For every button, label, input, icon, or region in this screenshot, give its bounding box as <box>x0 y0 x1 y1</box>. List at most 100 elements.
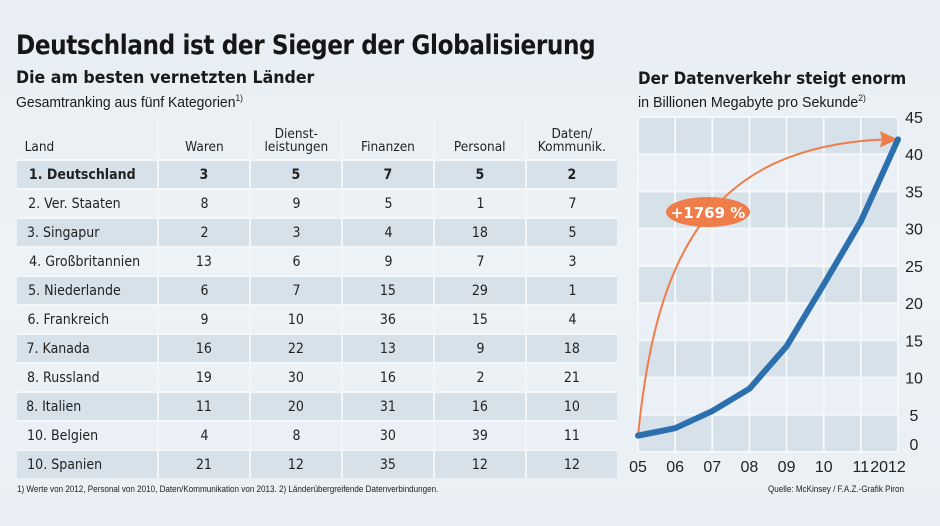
cell-value: 8 <box>199 195 209 212</box>
rank-cell: 11 <box>525 420 617 450</box>
rank-cell: 20 <box>249 391 342 421</box>
rank-cell: 18 <box>525 333 617 363</box>
rank-cell: 5 <box>341 188 434 218</box>
rank-cell: 7 <box>433 246 526 276</box>
cell-value: 8. Russland <box>27 369 100 386</box>
cell-value: 3 <box>291 224 301 241</box>
x-tick-label: 2012 <box>870 459 906 476</box>
growth-badge-label: +1769 % <box>671 204 746 222</box>
column-header: Waren <box>157 118 250 160</box>
footnote-ref: 1) <box>235 93 243 103</box>
rank-cell: 13 <box>341 333 434 363</box>
cell-value: 39 <box>471 427 489 444</box>
rank-cell: 8 <box>249 420 342 450</box>
country-cell: 10. Spanien <box>17 449 158 478</box>
chart-subtitle-text: in Billionen Megabyte pro Sekunde <box>638 94 859 111</box>
rank-cell: 6 <box>157 275 250 305</box>
rank-cell: 5 <box>433 159 526 189</box>
rank-cell: 8 <box>157 188 250 218</box>
cell-value: 21 <box>563 369 581 386</box>
table-row: 3. Singapur 2 3 4 18 5 <box>17 217 617 247</box>
rank-cell: 7 <box>341 159 434 189</box>
x-tick-label: 08 <box>741 459 759 476</box>
rank-cell: 1 <box>433 188 526 218</box>
rank-cell: 16 <box>157 333 250 363</box>
x-tick-label: 11 <box>853 459 870 476</box>
rank-cell: 22 <box>249 333 342 363</box>
cell-value: 3 <box>199 166 209 183</box>
rank-cell: 3 <box>249 217 342 247</box>
rank-cell: 10 <box>249 304 342 334</box>
cell-value: 12 <box>471 456 489 473</box>
cell-value: 7 <box>475 253 485 270</box>
rank-cell: 5 <box>249 159 342 189</box>
rank-cell: 5 <box>525 217 617 247</box>
y-tick-label: 20 <box>905 296 923 313</box>
column-header: Personal <box>433 118 526 160</box>
table-subtitle: Die am besten vernetzten Länder <box>16 68 315 88</box>
x-tick-label: 06 <box>666 459 684 476</box>
table-row: 8. Russland 19 30 16 2 21 <box>17 362 617 392</box>
cell-value: 2 <box>567 166 577 183</box>
growth-arrow-head <box>880 131 898 148</box>
column-header-label: Waren <box>184 139 224 155</box>
cell-value: 7. Kanada <box>26 340 90 357</box>
rank-cell: 16 <box>433 391 526 421</box>
rank-cell: 18 <box>433 217 526 247</box>
country-cell: 7. Kanada <box>17 333 158 363</box>
country-cell: 3. Singapur <box>17 217 158 247</box>
rank-cell: 15 <box>341 275 434 305</box>
chart-title: Der Datenverkehr steigt enorm <box>638 69 907 88</box>
y-tick-label: 0 <box>910 437 919 454</box>
rank-cell: 9 <box>157 304 250 334</box>
page-title: Deutschland ist der Sieger der Globalisi… <box>16 30 596 61</box>
cell-value: 11 <box>195 398 213 415</box>
rank-cell: 4 <box>341 217 434 247</box>
cell-value: 30 <box>379 427 397 444</box>
y-tick-label: 40 <box>905 147 923 164</box>
rank-cell: 35 <box>341 449 434 478</box>
footnote-ref-2: 2) <box>858 93 866 103</box>
cell-value: 7 <box>383 166 393 183</box>
column-header-label: Personal <box>454 139 506 155</box>
rank-cell: 2 <box>525 159 617 189</box>
growth-badge <box>666 197 750 227</box>
cell-value: 16 <box>379 369 397 386</box>
rank-cell: 9 <box>249 188 342 218</box>
y-tick-label: 15 <box>905 333 923 350</box>
rank-cell: 7 <box>249 275 342 305</box>
x-tick-label: 07 <box>703 459 721 476</box>
cell-value: 29 <box>471 282 489 299</box>
cell-value: 20 <box>287 398 305 415</box>
table-row: 2. Ver. Staaten 8 9 5 1 7 <box>17 188 617 218</box>
cell-value: 1. Deutschland <box>28 166 136 183</box>
table-row: 10. Spanien 21 12 35 12 12 <box>17 449 617 478</box>
rank-cell: 6 <box>249 246 342 276</box>
country-cell: 5. Niederlande <box>17 275 158 305</box>
rank-cell: 1 <box>525 275 617 305</box>
rank-cell: 39 <box>433 420 526 450</box>
cell-value: 2. Ver. Staaten <box>28 195 121 212</box>
column-header: Land <box>17 118 158 160</box>
country-cell: 1. Deutschland <box>17 159 158 189</box>
rank-cell: 3 <box>157 159 250 189</box>
table-description: Gesamtranking aus fünf Kategorien1) <box>16 93 243 111</box>
cell-value: 10 <box>287 311 305 328</box>
cell-value: 18 <box>563 340 581 357</box>
table-row: 1. Deutschland 3 5 7 5 2 <box>17 159 617 189</box>
cell-value: 12 <box>287 456 305 473</box>
rank-cell: 21 <box>525 362 617 392</box>
cell-value: 3 <box>567 253 577 270</box>
rank-cell: 12 <box>249 449 342 478</box>
rank-cell: 29 <box>433 275 526 305</box>
cell-value: 7 <box>291 282 301 299</box>
rank-cell: 12 <box>525 449 617 478</box>
cell-value: 9 <box>475 340 485 357</box>
table-description-text: Gesamtranking aus fünf Kategorien <box>16 94 236 111</box>
rank-cell: 31 <box>341 391 434 421</box>
column-header: Daten/Kommunik. <box>525 118 617 160</box>
x-tick-label: 10 <box>815 459 833 476</box>
cell-value: 13 <box>195 253 213 270</box>
rank-cell: 10 <box>525 391 617 421</box>
cell-value: 19 <box>195 369 213 386</box>
